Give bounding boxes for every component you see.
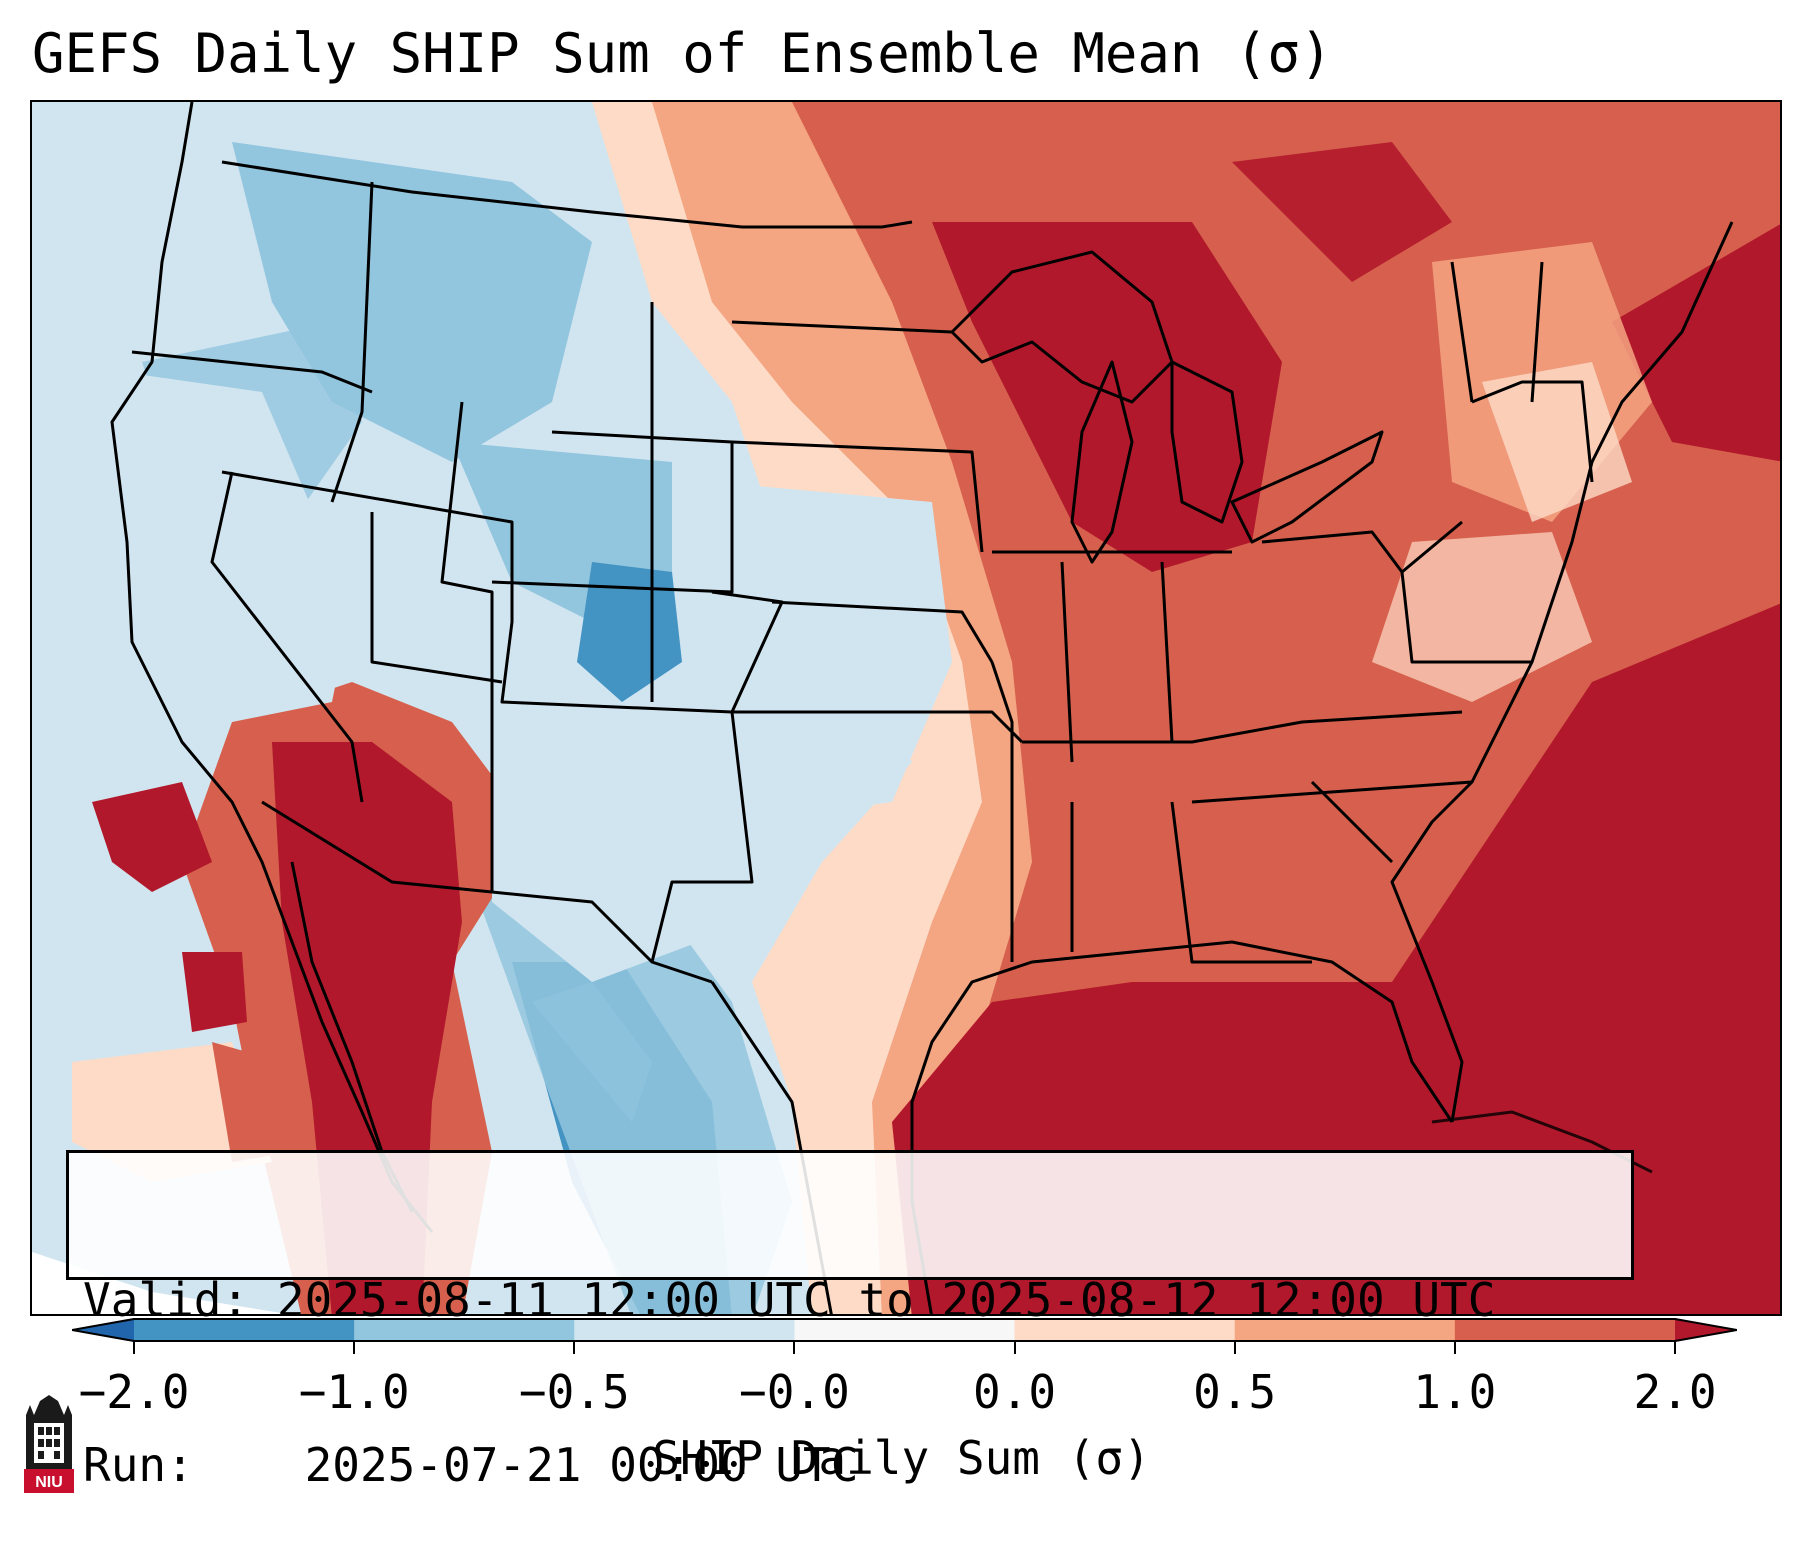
colorbar-segment <box>354 1318 575 1342</box>
colorbar-segment <box>1234 1318 1456 1342</box>
run-value: 2025-07-21 00:00 UTC <box>304 1438 859 1492</box>
colorbar-label: SHIP Daily Sum (σ) <box>652 1431 1151 1485</box>
run-line: Run: 2025-07-21 00:00 UTC <box>83 1438 1617 1493</box>
colorbar-tick-label: 1.0 <box>1413 1365 1497 1419</box>
colorbar-segment <box>574 1318 795 1342</box>
colorbar-tick-label: −1.0 <box>298 1365 410 1419</box>
colorbar-tick-mark <box>133 1342 135 1354</box>
colorbar <box>72 1318 1737 1342</box>
colorbar-tick-mark <box>793 1342 796 1354</box>
colorbar-tick-label: 0.5 <box>1193 1365 1277 1419</box>
colorbar-tick-mark <box>1453 1342 1456 1354</box>
logo-text: NIU <box>35 1474 63 1491</box>
colorbar-tick-label: −0.5 <box>518 1365 630 1419</box>
colorbar-extend-high <box>1675 1318 1737 1342</box>
colorbar-tick-label: 0.0 <box>973 1365 1057 1419</box>
map-canvas <box>32 102 1780 1314</box>
page-title: GEFS Daily SHIP Sum of Ensemble Mean (σ) <box>32 22 1333 85</box>
colorbar-tick-label: −0.0 <box>739 1365 850 1419</box>
colorbar-segment <box>134 1318 355 1342</box>
niu-logo-icon: NIU <box>24 1395 74 1493</box>
run-label: Run: <box>83 1438 194 1492</box>
colorbar-tick-mark <box>573 1342 576 1354</box>
colorbar-tick-label: −2.0 <box>78 1365 190 1419</box>
colorbar-segment <box>1014 1318 1236 1342</box>
ship-anomaly-map <box>30 100 1782 1316</box>
colorbar-tick-label: 2.0 <box>1633 1365 1717 1419</box>
colorbar-tick-mark <box>1233 1342 1236 1354</box>
colorbar-outline <box>72 1318 1737 1342</box>
valid-run-info-box: Valid: 2025-08-11 12:00 UTC to 2025-08-1… <box>66 1150 1634 1492</box>
colorbar-segment <box>1454 1318 1676 1342</box>
colorbar-tick-mark <box>1013 1342 1016 1354</box>
colorbar-tick-mark <box>353 1342 356 1354</box>
colorbar-extend-low <box>72 1318 134 1342</box>
colorbar-tick-mark <box>1674 1342 1676 1354</box>
colorbar-segment <box>794 1318 1016 1342</box>
